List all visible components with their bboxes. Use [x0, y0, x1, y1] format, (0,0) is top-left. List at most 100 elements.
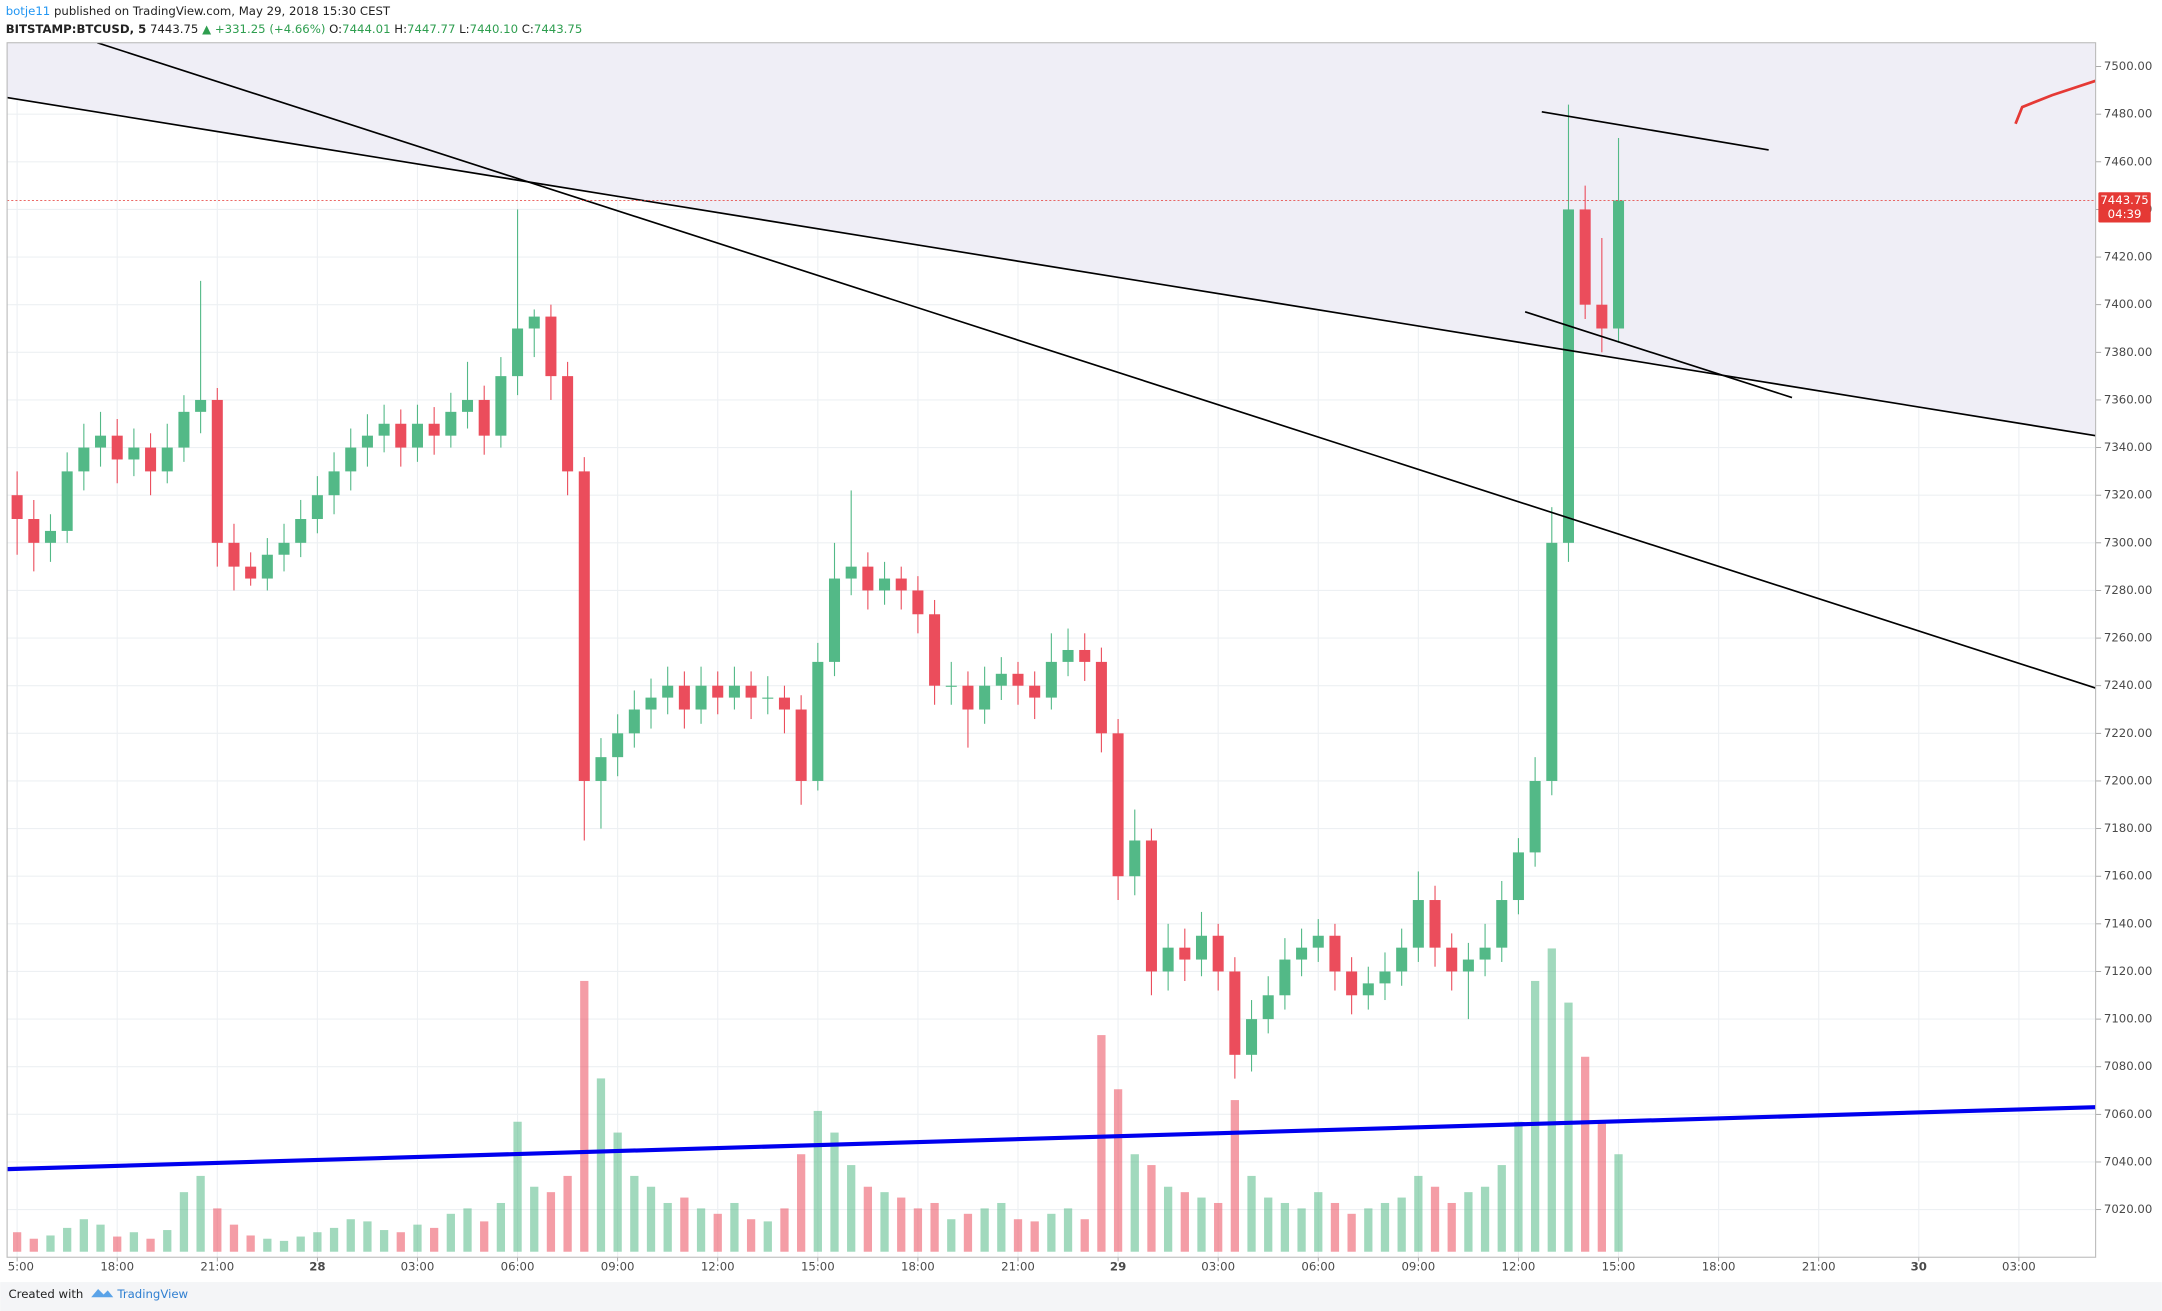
body: [445, 411, 457, 436]
volume-bar: [1264, 1197, 1273, 1252]
volume-bar: [997, 1202, 1006, 1252]
volume-bar: [1080, 1219, 1089, 1252]
x-tick-label: 09:00: [1401, 1259, 1435, 1273]
volume-bar: [1614, 1154, 1623, 1252]
y-tick-label: 7280.00: [2104, 583, 2152, 597]
volume-bar: [113, 1236, 122, 1252]
volume-bar: [713, 1213, 722, 1252]
body: [1246, 1019, 1258, 1055]
volume-bar: [246, 1235, 255, 1252]
volume-bar: [63, 1227, 72, 1252]
body: [1029, 685, 1041, 698]
footer-bar: [0, 1282, 2162, 1311]
body: [1379, 971, 1391, 984]
body: [228, 542, 240, 567]
body: [745, 685, 757, 698]
volume-bar: [1330, 1202, 1340, 1252]
volume-bar: [46, 1235, 55, 1252]
y-tick-label: 7080.00: [2104, 1059, 2152, 1073]
volume-bar: [1230, 1100, 1239, 1252]
volume-bar: [780, 1208, 789, 1252]
volume-bar: [613, 1132, 622, 1252]
volume-bar: [1063, 1208, 1073, 1252]
body: [61, 471, 73, 531]
volume-bar: [897, 1197, 906, 1252]
body: [562, 376, 574, 472]
volume-bar: [1163, 1186, 1173, 1252]
volume-bar: [630, 1175, 639, 1252]
trend-lines: [7, 42, 2096, 1172]
body: [211, 399, 223, 543]
volume-bar: [913, 1208, 923, 1252]
y-tick-label: 7200.00: [2104, 773, 2152, 787]
body: [879, 578, 891, 591]
body: [145, 447, 157, 472]
body: [245, 566, 257, 579]
body: [1396, 947, 1408, 972]
volume-bar: [213, 1208, 222, 1252]
h: 7447.77: [407, 21, 455, 35]
x-tick-label: 18:00: [1702, 1259, 1736, 1273]
body: [295, 519, 307, 543]
body: [828, 578, 841, 662]
volume-bar: [1297, 1208, 1306, 1252]
volume-bar: [1581, 1056, 1590, 1252]
volume-bar: [446, 1213, 455, 1252]
body: [1045, 661, 1057, 698]
volume-bar: [1113, 1089, 1123, 1252]
volume-bar: [1430, 1186, 1440, 1252]
header: botje11 published on TradingView.com, Ma…: [6, 4, 391, 18]
body: [278, 542, 290, 555]
body: [1596, 304, 1608, 329]
volume-bar: [763, 1221, 772, 1252]
volume-bar: [480, 1221, 489, 1252]
x-tick-label: 21:00: [200, 1259, 234, 1273]
y-tick-label: 7360.00: [2104, 392, 2152, 406]
body: [1095, 661, 1107, 734]
body: [1496, 900, 1508, 948]
volume: [12, 948, 1623, 1252]
body: [1479, 947, 1491, 960]
volume-bar: [146, 1238, 155, 1252]
brand[interactable]: TradingView: [116, 1287, 188, 1301]
y-tick-label: 7380.00: [2104, 345, 2152, 359]
body: [628, 709, 640, 734]
volume-bar: [963, 1213, 973, 1252]
volume-bar: [1447, 1202, 1456, 1252]
x-tick-label: 15:00: [0, 1259, 34, 1273]
body: [1296, 947, 1308, 960]
volume-bar: [1480, 1186, 1490, 1252]
volume-bar: [79, 1219, 88, 1252]
y-tick-label: 7140.00: [2104, 916, 2152, 930]
body: [512, 328, 524, 377]
body: [161, 447, 173, 472]
body: [428, 423, 440, 436]
body: [178, 411, 190, 448]
y-tick-label: 7220.00: [2104, 726, 2152, 740]
body: [995, 673, 1007, 686]
c-label: C:: [522, 21, 534, 35]
volume-bar: [1130, 1154, 1139, 1252]
body: [1195, 935, 1208, 960]
y-tick-label: 7040.00: [2104, 1154, 2152, 1168]
l-label: L:: [459, 21, 469, 35]
trend-line: [7, 1105, 2096, 1172]
published: published on TradingView.com, May 29, 20…: [54, 4, 391, 18]
volume-bar: [947, 1219, 956, 1252]
body: [1613, 200, 1625, 329]
body: [328, 471, 340, 496]
y-tick-label: 7300.00: [2104, 535, 2152, 549]
body: [1145, 840, 1157, 972]
body: [1112, 733, 1124, 877]
volume-bar: [296, 1236, 305, 1252]
volume-bar: [1180, 1192, 1189, 1252]
body: [345, 447, 357, 472]
x-tick-label: 12:00: [701, 1259, 735, 1273]
volume-bar: [279, 1240, 289, 1252]
author: botje11: [6, 4, 51, 18]
body: [462, 399, 474, 412]
body: [695, 685, 707, 710]
body: [411, 423, 423, 448]
